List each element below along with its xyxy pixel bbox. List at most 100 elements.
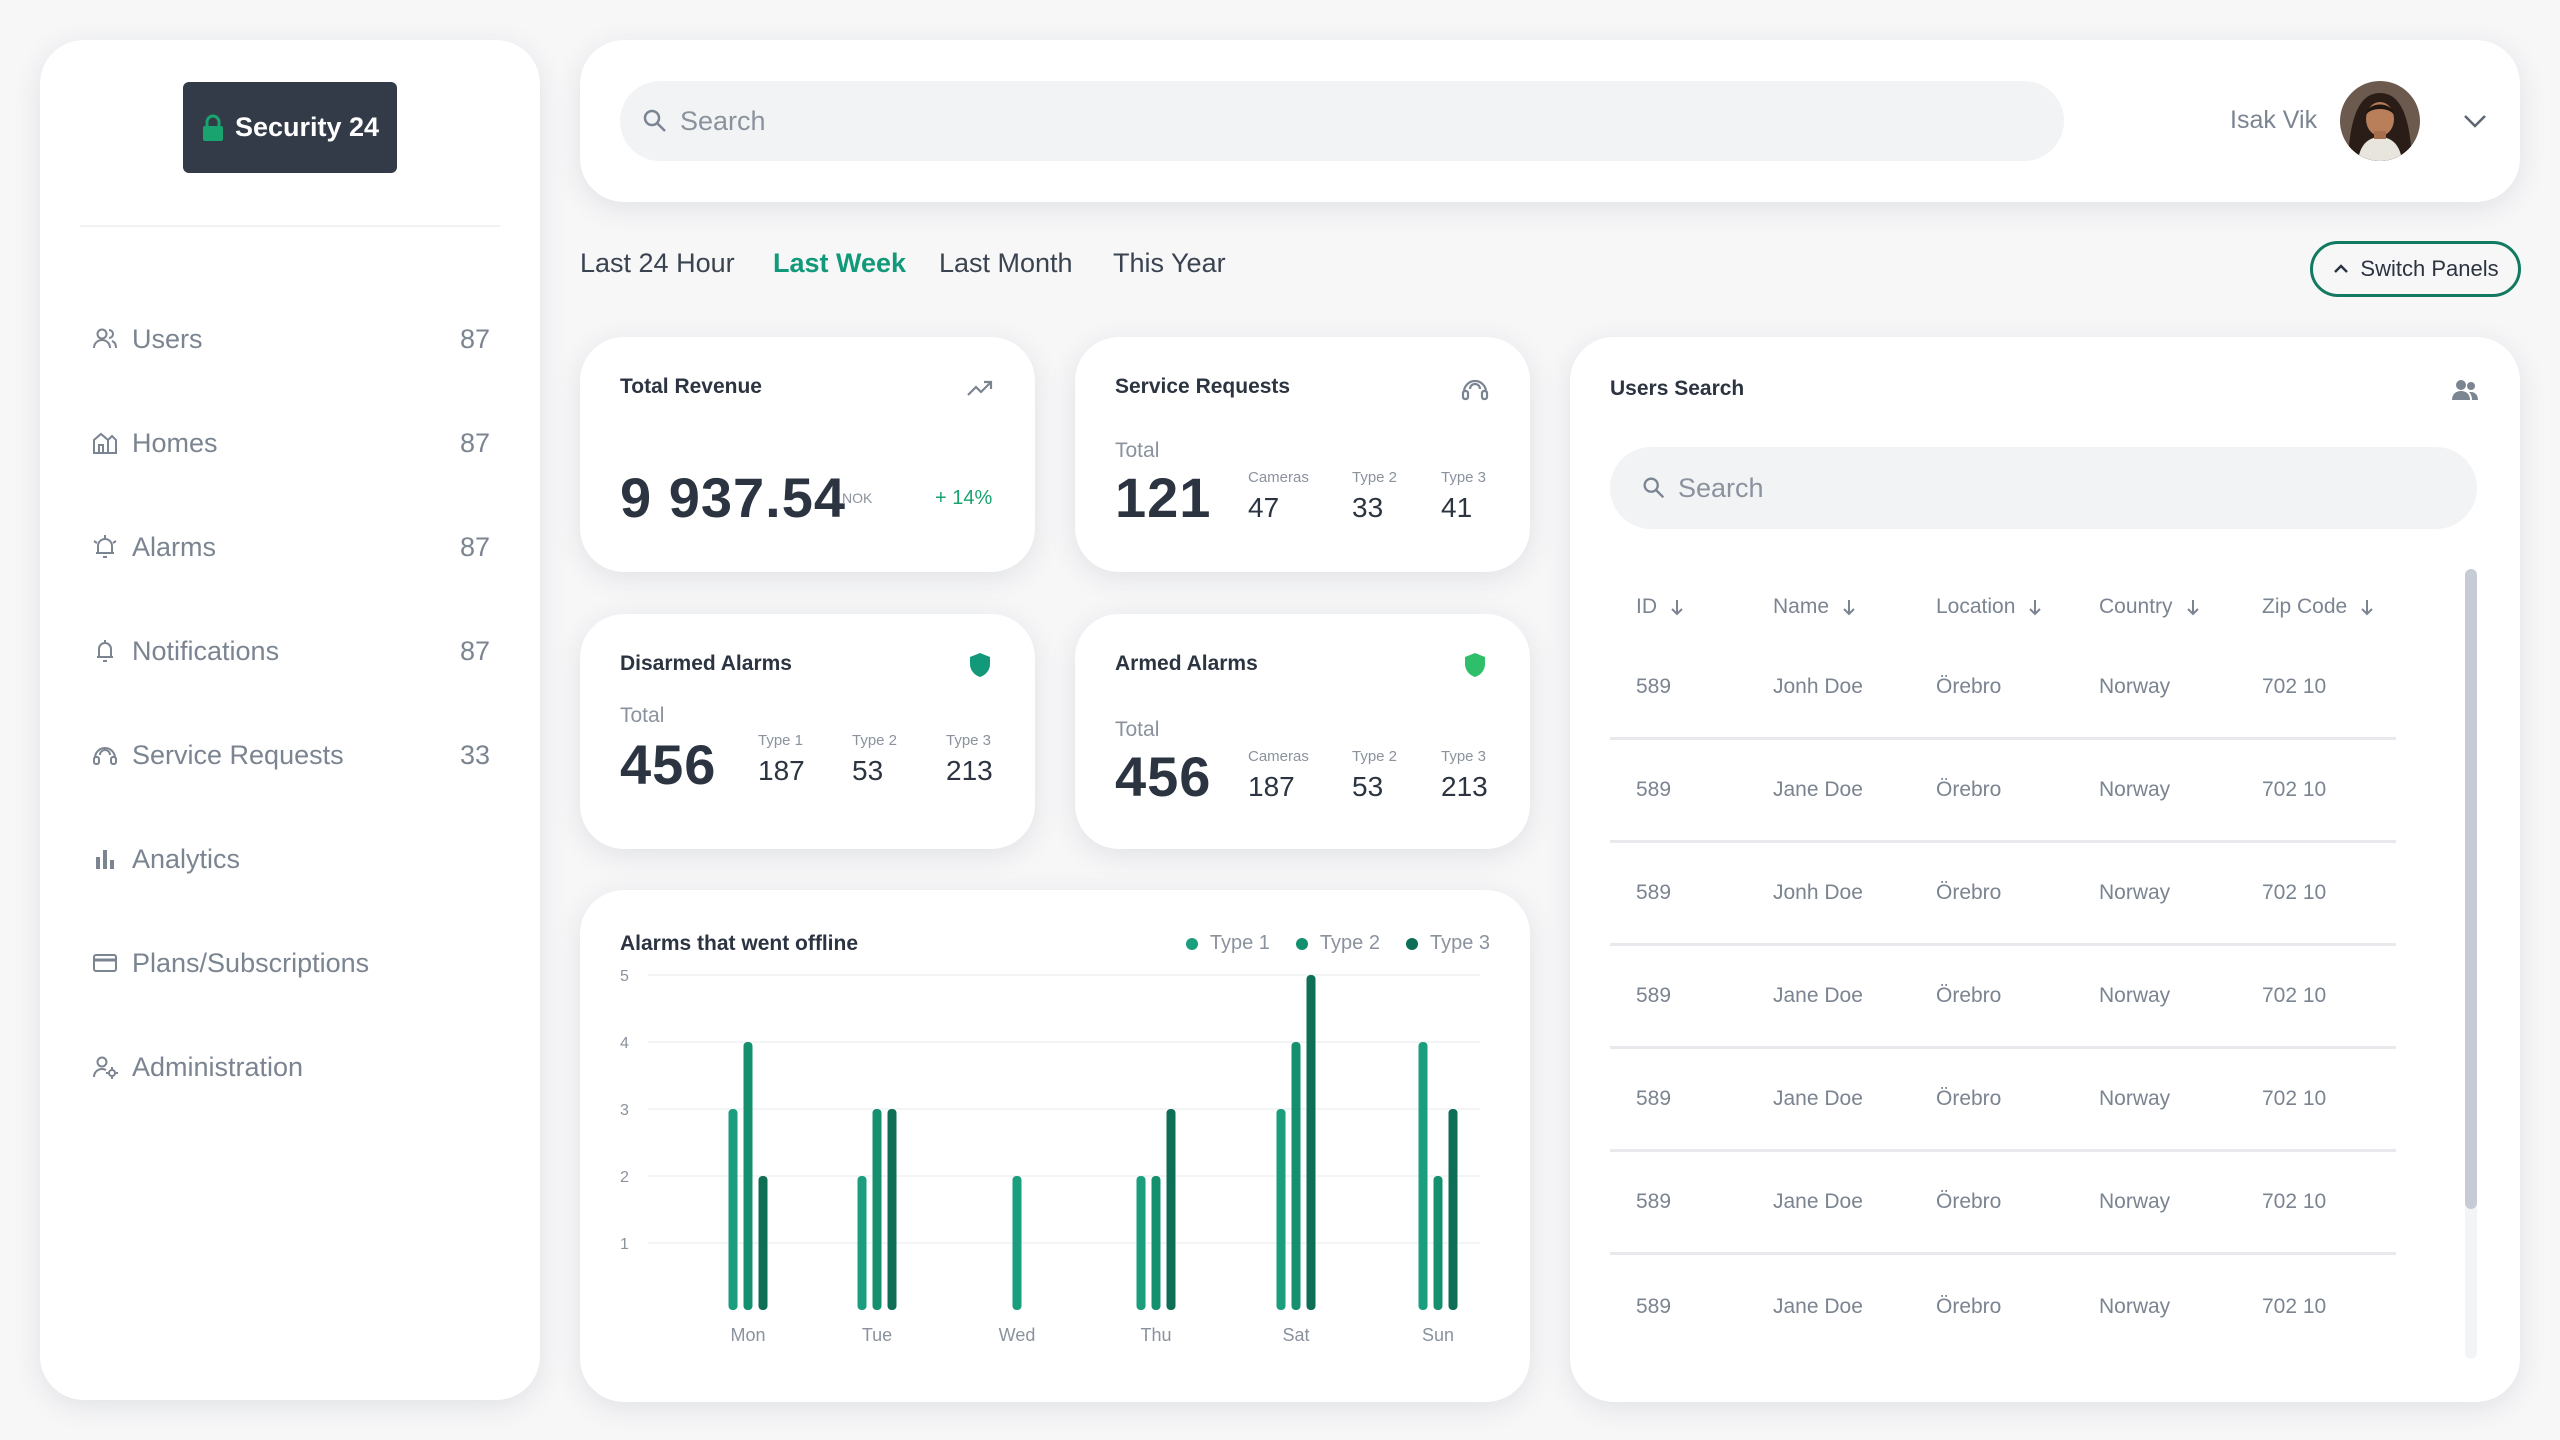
x-tick-label: Thu (1140, 1325, 1171, 1345)
table-cell: Norway (2099, 675, 2171, 698)
bar-thu-type-3[interactable] (1166, 1109, 1176, 1310)
avatar[interactable] (2340, 81, 2420, 161)
table-cell: 589 (1636, 1087, 1672, 1110)
bar-sat-type-1[interactable] (1276, 1109, 1286, 1310)
table-row[interactable]: 589 Jane Doe Örebro Norway 702 10 (1610, 740, 2396, 843)
total-label: Total (1115, 439, 1160, 462)
bar-wed-type-1[interactable] (1012, 1176, 1022, 1310)
column-header-country[interactable]: Country (2073, 595, 2236, 619)
table-cell: 702 10 (2262, 1087, 2327, 1110)
table-cell: Örebro (1936, 675, 2002, 698)
table-row[interactable]: 589 Jane Doe Örebro Norway 702 10 (1610, 1255, 2396, 1358)
admin-user-icon (90, 1052, 120, 1082)
x-tick-label: Sat (1282, 1325, 1309, 1345)
bar-mon-type-2[interactable] (743, 1042, 753, 1310)
table-row[interactable]: 589 Jonh Doe Örebro Norway 702 10 (1610, 637, 2396, 740)
sidebar-item-users[interactable]: Users 87 (90, 309, 490, 369)
sort-down-icon (2361, 600, 2373, 616)
breakdown-value: 213 (1441, 771, 1488, 802)
bar-tue-type-3[interactable] (887, 1109, 897, 1310)
bar-sat-type-2[interactable] (1291, 1042, 1301, 1310)
column-header-location[interactable]: Location (1910, 595, 2073, 619)
bar-mon-type-3[interactable] (758, 1176, 768, 1310)
table-cell: 589 (1636, 984, 1672, 1007)
total-value: 121 (1115, 466, 1212, 529)
users-search-input[interactable] (1678, 472, 2432, 504)
scrollbar[interactable] (2465, 569, 2477, 1359)
lock-icon (202, 114, 223, 141)
sidebar-item-plans[interactable]: Plans/Subscriptions (90, 933, 490, 993)
legend-label: Type 3 (1429, 932, 1490, 954)
card-title: Disarmed Alarms (620, 652, 792, 675)
sidebar-item-alarms[interactable]: Alarms 87 (90, 517, 490, 577)
tab-this-year[interactable]: This Year (1113, 248, 1226, 278)
breakdown-label: Type 2 (1352, 748, 1398, 765)
breakdown-label: Type 3 (946, 732, 992, 749)
bar-thu-type-1[interactable] (1136, 1176, 1146, 1310)
bar-chart-icon (90, 844, 120, 874)
sidebar-item-notifications[interactable]: Notifications 87 (90, 621, 490, 681)
table-cell: 702 10 (2262, 778, 2327, 801)
sidebar-item-service-requests[interactable]: Service Requests 33 (90, 725, 490, 785)
sort-down-icon (2186, 600, 2199, 616)
sidebar-item-count: 33 (459, 739, 490, 770)
sidebar-item-administration[interactable]: Administration (90, 1037, 490, 1097)
bar-mon-type-1[interactable] (728, 1109, 738, 1310)
table-row[interactable]: 589 Jane Doe Örebro Norway 702 10 (1610, 1049, 2396, 1152)
column-header-id[interactable]: ID (1610, 595, 1747, 619)
global-search[interactable] (620, 81, 2064, 161)
legend-label: Type 1 (1209, 932, 1270, 954)
user-name[interactable]: Isak Vik (2230, 106, 2318, 134)
column-header-label: Location (1936, 595, 2016, 618)
users-search-field[interactable] (1610, 447, 2477, 529)
column-header-zip-code[interactable]: Zip Code (2236, 595, 2396, 619)
bar-sat-type-3[interactable] (1306, 975, 1316, 1310)
bar-sun-type-1[interactable] (1418, 1042, 1428, 1310)
users-icon[interactable] (2450, 375, 2480, 405)
table-row[interactable]: 589 Jane Doe Örebro Norway 702 10 (1610, 946, 2396, 1049)
tab-last-24-hour[interactable]: Last 24 Hour (580, 248, 735, 278)
table-row[interactable]: 589 Jane Doe Örebro Norway 702 10 (1610, 1152, 2396, 1255)
table-cell: 589 (1636, 1294, 1672, 1318)
sidebar-item-homes[interactable]: Homes 87 (90, 413, 490, 473)
bar-thu-type-2[interactable] (1151, 1176, 1161, 1310)
bar-sun-type-3[interactable] (1448, 1109, 1458, 1310)
search-input[interactable] (680, 105, 1962, 137)
breakdown-value: 53 (852, 755, 884, 786)
table-cell: Örebro (1936, 1087, 2002, 1110)
table-cell: Jane Doe (1773, 984, 1863, 1007)
sidebar-item-analytics[interactable]: Analytics (90, 829, 490, 889)
headset-icon (90, 740, 120, 770)
breakdown-label: Type 3 (1441, 748, 1487, 765)
switch-panels-button[interactable]: Switch Panels (2310, 241, 2521, 297)
column-header-name[interactable]: Name (1747, 595, 1910, 619)
alarm-icon (90, 532, 120, 562)
breakdown-item: Type 1 187 (758, 732, 805, 787)
x-tick-label: Sun (1422, 1325, 1454, 1345)
brand-logo[interactable]: Security 24 (183, 82, 397, 173)
table-cell: Örebro (1936, 1294, 2002, 1318)
table-row[interactable]: 589 Jonh Doe Örebro Norway 702 10 (1610, 843, 2396, 946)
legend-dot (1295, 937, 1308, 950)
chevron-down-icon[interactable] (2460, 106, 2490, 136)
tab-last-week[interactable]: Last Week (773, 248, 907, 278)
users-search-card: Users Search ID Name Location Country Zi… (1570, 337, 2520, 1402)
legend-item: Type 1 (1185, 932, 1270, 955)
tab-last-month[interactable]: Last Month (939, 248, 1073, 278)
breakdown-label: Type 2 (1352, 469, 1398, 486)
total-label: Total (620, 704, 665, 727)
table-cell: 589 (1636, 778, 1672, 801)
bar-tue-type-2[interactable] (872, 1109, 882, 1310)
sidebar-item-label: Administration (132, 1051, 304, 1082)
breakdown-value: 47 (1248, 492, 1280, 523)
bar-tue-type-1[interactable] (857, 1176, 867, 1310)
table-cell: 702 10 (2262, 984, 2327, 1007)
breakdown-value: 53 (1352, 771, 1384, 802)
total-value: 456 (620, 733, 717, 796)
legend-item: Type 3 (1405, 932, 1490, 955)
breakdown-item: Type 3 213 (1441, 748, 1488, 803)
trending-up-icon (965, 373, 995, 403)
scrollbar-thumb[interactable] (2465, 569, 2477, 1209)
bar-sun-type-2[interactable] (1433, 1176, 1443, 1310)
column-header-label: Zip Code (2262, 595, 2348, 618)
